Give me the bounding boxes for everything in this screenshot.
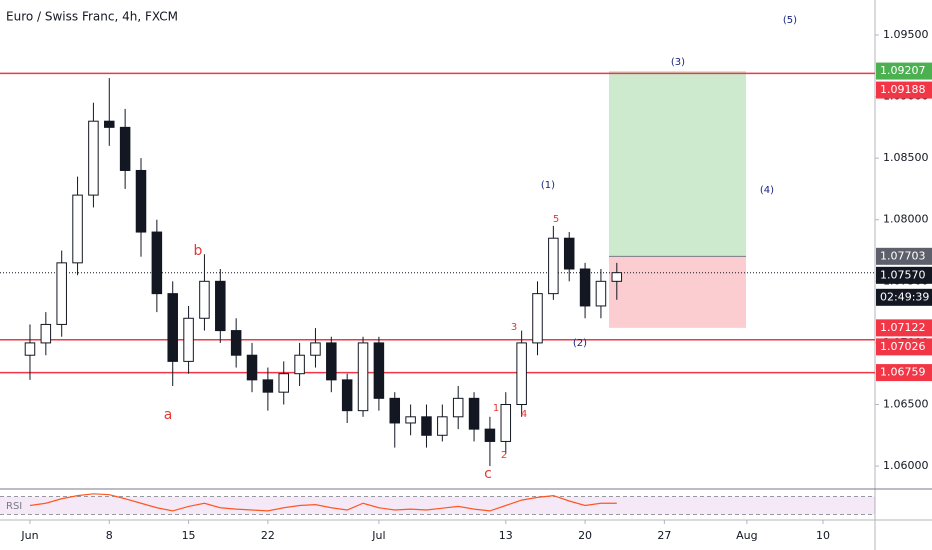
candle-body [246,354,258,381]
candle-body [611,272,623,282]
chart-title: Euro / Swiss Franc, 4h, FXCM [6,10,178,24]
candle-body [262,379,274,393]
rsi-band [0,496,875,515]
candle-body [373,342,385,399]
price-label: 1.09207 [880,64,926,77]
rsi-area [0,493,875,515]
candle-body [516,342,527,405]
wave-label: (3) [671,57,685,68]
price-label: 1.06759 [880,366,926,379]
x-tick-label: Jun [20,529,38,542]
candle-body [230,330,242,356]
x-tick-label: 10 [816,529,830,542]
candle-body [357,342,369,412]
x-tick-label: 8 [106,529,113,542]
plot-area [0,71,875,467]
candle-body [135,169,147,233]
price-label: 1.07570 [880,268,926,281]
candle-body [56,262,67,325]
candle-body [468,397,480,430]
wave-label: (2) [573,338,587,349]
price-label-box [876,338,932,356]
wave-label: (1) [541,180,555,191]
wave-label: a [164,407,173,423]
candle-body [167,293,178,362]
price-label: 1.07122 [880,321,926,334]
wave-label: 3 [511,322,517,333]
candle-body [389,397,401,424]
wave-label: (4) [760,185,774,196]
price-label-box [876,62,932,80]
wave-label: c [484,466,492,482]
candle-body [452,397,464,418]
candle-body [215,280,226,332]
candle-body [40,323,52,344]
candle-body [437,416,448,436]
wave-label: 1 [493,403,499,414]
candle-body [199,280,210,319]
wave-label: 5 [553,214,559,225]
y-tick-label: 1.06000 [883,459,929,472]
candle-body [484,428,496,442]
candle-body [294,354,305,375]
plot-layer: 1.095001.090001.085001.080001.075001.070… [0,28,932,542]
price-label-box [876,247,932,265]
price-label: 1.09188 [880,83,926,96]
candle-body [341,379,353,412]
rsi-line [29,493,617,512]
countdown-box [876,288,932,306]
x-tick-label: Aug [736,529,757,542]
y-tick-label: 1.09500 [883,28,929,41]
candle-body [579,268,591,307]
x-tick-label: 22 [261,529,275,542]
candle-body [563,237,575,270]
candle-body [421,416,432,436]
candle-body [104,120,115,128]
y-tick-label: 1.08000 [883,213,929,226]
candle-body [500,403,512,442]
x-tick-label: 20 [578,529,592,542]
candle-body [88,120,99,196]
candle-body [310,342,321,356]
candle-body [532,293,543,344]
countdown: 02:49:39 [880,290,929,303]
y-tick-label: 1.08500 [883,151,929,164]
price-label-box [876,266,932,284]
candle-body [119,126,131,171]
position-stop-zone [609,256,746,328]
x-tick-label: Jul [371,529,385,542]
price-label-box [876,364,932,382]
candle-body [595,280,607,307]
candle-body [548,237,559,295]
position-target-zone [609,71,746,257]
candle-body [405,416,416,424]
price-label: 1.07026 [880,340,926,353]
candle-body [183,317,194,362]
candle-body [72,194,83,264]
x-tick-label: 27 [657,529,671,542]
x-tick-label: 13 [499,529,513,542]
candle-body [24,342,36,356]
rsi-label: RSI [6,501,22,512]
price-label-box [876,81,932,99]
wave-label: b [194,243,203,259]
candle-body [326,342,337,381]
wave-label: 4 [521,409,527,420]
x-tick-label: 15 [182,529,196,542]
candle-body [278,373,289,393]
candle-body [151,231,163,295]
y-tick-label: 1.06500 [883,397,929,410]
price-label-box [876,319,932,337]
wave-label: 2 [501,450,507,461]
wave-label: (5) [783,15,797,26]
price-label: 1.07703 [880,249,926,262]
